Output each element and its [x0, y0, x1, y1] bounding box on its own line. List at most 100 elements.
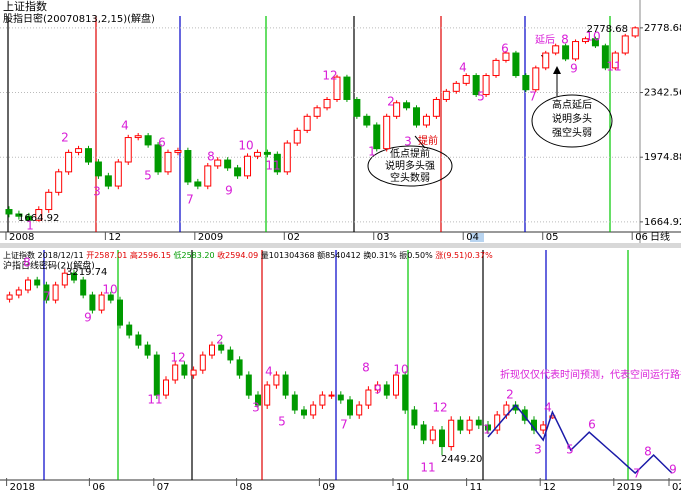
candle-body [45, 191, 53, 211]
candle-body [293, 129, 301, 144]
candle-body [374, 384, 381, 391]
candle-body [264, 384, 271, 406]
note-text: 强空头弱 [552, 126, 592, 139]
x-tick-label: 08 [240, 482, 253, 493]
cycle-label: 9 [225, 184, 233, 198]
candle-body [319, 394, 326, 406]
candle-body [263, 151, 271, 155]
header-item: 高2596.15 [130, 250, 171, 260]
panel-divider [0, 243, 681, 248]
candle-body [194, 181, 202, 187]
cycle-label: 2 [61, 131, 69, 145]
candle-body [144, 135, 152, 146]
candle-body [442, 90, 450, 100]
candle-body [199, 354, 206, 371]
annotation: 3219.74 [66, 267, 107, 278]
candle-body [35, 209, 43, 221]
candle-body [532, 67, 540, 91]
candle-body [363, 115, 371, 126]
candle-body [15, 289, 22, 296]
cycle-label: 7 [186, 193, 194, 207]
candle-body [411, 409, 418, 426]
x-tick-label: 07 [157, 482, 170, 493]
candle-body [282, 374, 289, 396]
cycle-label: 6 [501, 42, 509, 56]
candle-body [472, 75, 480, 96]
scroll-marker [470, 233, 484, 242]
candle-body [134, 135, 142, 139]
cycle-label: 9 [374, 383, 382, 397]
candle-body [313, 107, 321, 117]
x-tick-label: 10 [396, 482, 409, 493]
annotation: 折现仅仅代表时间预测，代表空间运行路径。 [500, 368, 681, 381]
x-tick-label: 2008 [9, 232, 34, 243]
candle-body [291, 394, 298, 411]
candle-body [153, 354, 160, 396]
cycle-label: 2 [216, 333, 224, 347]
candle-body [413, 107, 421, 126]
candle-body [462, 75, 470, 84]
header-item: 收2594.09 [217, 250, 258, 260]
header-item: 振0.50% [399, 250, 433, 260]
candle-body [383, 115, 391, 150]
candle-body [429, 429, 436, 441]
cycle-label: 7 [340, 418, 348, 432]
cycle-label: 12 [432, 401, 447, 415]
candle-body [303, 115, 311, 131]
note-ellipse [531, 94, 613, 148]
x-tick-label: 06 [635, 232, 648, 243]
cycle-label: 8 [23, 256, 31, 270]
cycle-label: 12 [322, 69, 337, 83]
candle-body [482, 75, 490, 96]
candle-body [337, 394, 344, 401]
candle-body [540, 424, 547, 431]
candle-body [492, 59, 500, 77]
candle-body [343, 76, 351, 100]
candle-body [164, 151, 172, 173]
quote-header: 上证指数 2018/12/11 开2587.01 高2596.15 低2583.… [3, 250, 493, 260]
annotation: 1664.92 [18, 213, 59, 224]
candle-body [55, 171, 63, 193]
cycle-label: 1 [368, 145, 376, 159]
note-arrow [414, 135, 426, 149]
note-text: 低点提前 [390, 147, 430, 160]
note-text: 说明多头强 [385, 159, 435, 172]
cycle-label: 7 [633, 467, 641, 481]
cycle-label: 6 [588, 418, 596, 432]
cycle-label: 4 [544, 401, 552, 415]
candle-body [80, 279, 87, 296]
note-text: 高点延后 [552, 98, 592, 111]
cycle-label: 3 [252, 401, 260, 415]
cycle-label: 12 [170, 351, 185, 365]
cycle-label: 1 [26, 219, 34, 233]
candle-body [65, 151, 73, 173]
candle-body [124, 137, 132, 163]
annotation: 2449.20 [441, 454, 482, 465]
panel-title: 沪指日线密码(2)(解盘) [3, 260, 95, 272]
x-tick-label: 04 [466, 232, 479, 243]
candle-body [6, 294, 13, 300]
x-tick-label: 02 [672, 482, 681, 493]
candle-body [75, 148, 83, 153]
chart-title: 上证指数 [3, 0, 47, 13]
candle-body [383, 384, 390, 396]
candle-body [422, 115, 430, 126]
candle-body [439, 429, 445, 448]
annotation: 2778.68 [587, 24, 628, 35]
candle-body [631, 27, 639, 37]
candle-body [457, 419, 464, 431]
cycle-label: 11 [420, 461, 435, 475]
y-tick-label: 1974.88 [644, 152, 681, 163]
note-text: 说明多头 [552, 112, 592, 125]
candle-body [144, 344, 151, 356]
header-item: 涨(9.51)0.37% [435, 250, 493, 260]
candle-body [283, 142, 291, 173]
x-tick-label: 12 [108, 232, 121, 243]
candle-body [253, 151, 261, 157]
candle-body [5, 209, 13, 215]
x-tick-label: 2009 [198, 232, 223, 243]
x-tick-label: 06 [92, 482, 105, 493]
candle-body [255, 394, 261, 406]
candle-body [475, 419, 482, 426]
cycle-label: 5 [566, 443, 574, 457]
